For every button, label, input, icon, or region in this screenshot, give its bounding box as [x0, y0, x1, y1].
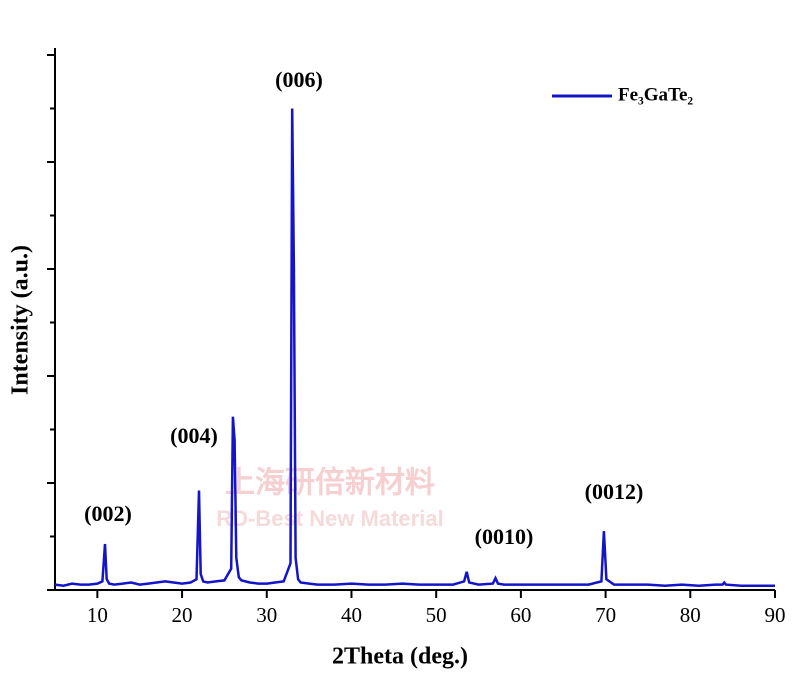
- x-tick-label: 20: [172, 603, 193, 627]
- y-axis-title: Intensity (a.u.): [8, 245, 34, 395]
- x-tick-label: 30: [256, 603, 277, 627]
- x-tick-label: 80: [680, 603, 701, 627]
- watermark: 上海研倍新材料: [225, 466, 435, 501]
- x-axis-title: 2Theta (deg.): [332, 644, 468, 670]
- x-tick-label: 60: [510, 603, 531, 627]
- peak-label: (0012): [585, 479, 644, 504]
- x-tick-label: 70: [595, 603, 616, 627]
- x-tick-label: 90: [765, 603, 786, 627]
- data-line: [54, 108, 775, 587]
- x-tick-label: 50: [426, 603, 447, 627]
- peak-label: (006): [275, 67, 323, 92]
- x-tick-label: 40: [341, 603, 362, 627]
- peak-label: (0010): [475, 524, 534, 549]
- x-tick-label: 10: [87, 603, 108, 627]
- legend-label: Fe₃GaTe₂: [618, 84, 693, 105]
- peak-label: (004): [170, 423, 218, 448]
- peak-label: (002): [84, 501, 132, 526]
- watermark: RD-Best New Material: [216, 506, 443, 531]
